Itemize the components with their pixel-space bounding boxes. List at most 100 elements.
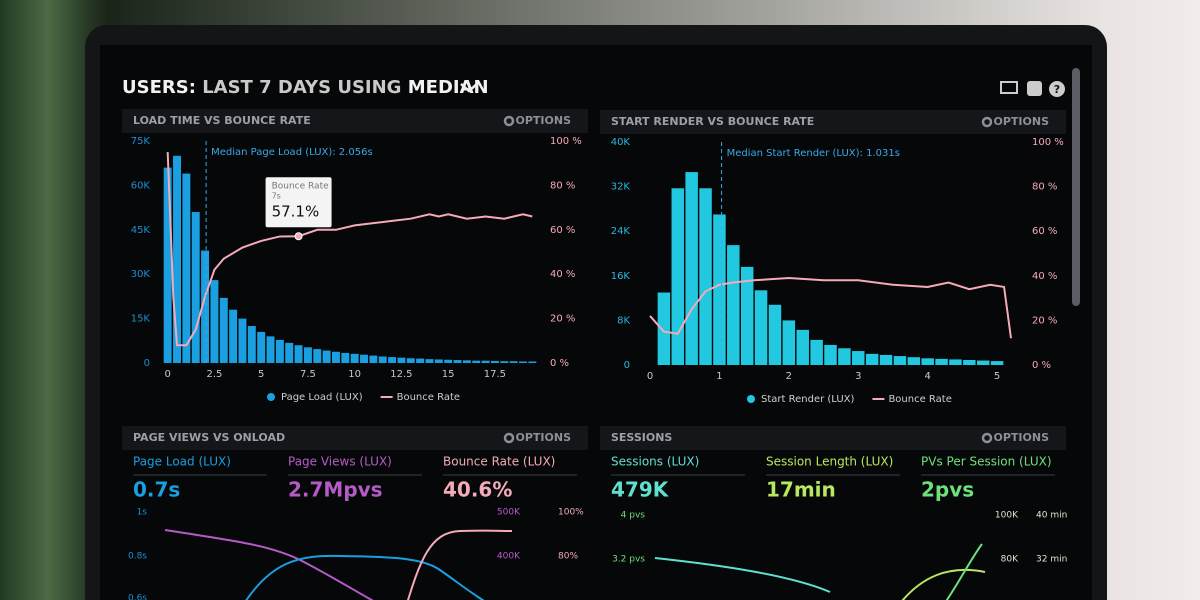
axis-label: 32 min (1036, 555, 1067, 565)
axis-label: 4 pvs (621, 511, 646, 521)
title-using: USING (337, 77, 401, 98)
kpi-value: 17min (766, 478, 836, 502)
bar (425, 359, 434, 363)
bar (247, 326, 256, 363)
bar (949, 359, 962, 365)
panel-header (122, 109, 588, 133)
x-tick-label: 2.5 (206, 369, 222, 380)
axis-label: 80K (1001, 555, 1019, 565)
gear-icon (981, 432, 993, 444)
dropdown-chevron[interactable] (460, 83, 478, 93)
y-tick-label: 60K (131, 180, 151, 191)
gear-icon (503, 115, 515, 127)
tooltip-value: 57.1% (272, 203, 320, 221)
page-title: USERS: LAST 7 DAYS USING MEDIAN (122, 77, 489, 98)
trend-line (945, 543, 983, 600)
bar (294, 345, 303, 363)
bar (935, 358, 948, 365)
x-tick-label: 7.5 (300, 369, 316, 380)
panel-header (122, 426, 588, 450)
bar (782, 320, 796, 365)
chart-icon[interactable] (1027, 81, 1042, 96)
y2-tick-label: 100 % (550, 136, 582, 147)
y-tick-label: 40K (611, 137, 631, 148)
y2-tick-label: 100 % (1032, 137, 1064, 148)
tooltip-x: 7s (272, 192, 281, 201)
bar (322, 350, 331, 363)
toolbar-icons: ? (1000, 81, 1065, 97)
bar (824, 344, 837, 365)
kpi-value: 40.6% (443, 478, 512, 502)
bar (481, 360, 490, 363)
bar (416, 358, 425, 363)
y-tick-label: 75K (131, 136, 151, 147)
gear-icon (981, 116, 993, 128)
trend-line (654, 557, 831, 593)
bar (500, 361, 509, 363)
axis-label: 1s (137, 508, 148, 518)
bar (509, 361, 518, 363)
kpi-value: 2.7Mpvs (288, 478, 383, 502)
bar (406, 358, 415, 363)
y-tick-label: 0 (144, 358, 150, 369)
panel-title: PAGE VIEWS VS ONLOAD (133, 431, 285, 444)
bar (453, 360, 462, 363)
bar (879, 354, 893, 365)
bounce-line (649, 277, 1012, 339)
y-tick-label: 30K (131, 269, 151, 280)
options-button[interactable]: OPTIONS (516, 114, 572, 127)
help-icon[interactable] (1049, 81, 1065, 97)
bar (462, 360, 471, 363)
bar (699, 188, 712, 365)
axis-label: 3.2 pvs (612, 555, 645, 565)
median-label: Median Page Load (LUX): 2.056s (211, 147, 373, 158)
x-tick-label: 10 (348, 369, 361, 380)
x-tick-label: 4 (925, 371, 931, 382)
x-tick-label: 0 (164, 369, 170, 380)
options-button[interactable]: OPTIONS (516, 431, 572, 444)
bar (350, 353, 359, 363)
y-tick-label: 15K (131, 314, 151, 325)
axis-label: 0.6s (128, 594, 147, 600)
legend-label: Start Render (LUX) (761, 394, 855, 405)
bar (341, 352, 350, 363)
bar (963, 359, 976, 365)
kpi-label: Sessions (LUX) (611, 455, 699, 469)
options-button[interactable]: OPTIONS (994, 115, 1050, 128)
y2-tick-label: 60 % (1032, 226, 1057, 237)
bar (163, 167, 172, 363)
bar (838, 348, 851, 365)
bar (332, 351, 340, 363)
y2-tick-label: 40 % (550, 269, 575, 280)
title-range[interactable]: LAST 7 DAYS (202, 77, 331, 98)
legend-label: Bounce Rate (888, 394, 951, 405)
bar (810, 339, 823, 365)
bar (285, 342, 294, 363)
bar (713, 214, 726, 365)
bar (238, 318, 247, 363)
y-tick-label: 16K (611, 271, 631, 282)
axis-label: 100K (995, 511, 1019, 521)
x-tick-label: 12.5 (390, 369, 412, 380)
legend-swatch (267, 393, 275, 401)
x-tick-label: 5 (258, 369, 264, 380)
trend-line (407, 529, 513, 600)
legend-swatch (747, 395, 755, 403)
bar (768, 304, 782, 365)
x-tick-label: 1 (716, 371, 722, 382)
monitor-icon[interactable] (1000, 81, 1018, 94)
x-tick-label: 15 (442, 369, 455, 380)
title-prefix: USERS: (122, 77, 196, 98)
bar (685, 172, 698, 365)
x-tick-label: 0 (647, 371, 653, 382)
bar (219, 297, 228, 363)
scrollbar[interactable] (1072, 68, 1080, 306)
kpi-label: Bounce Rate (LUX) (443, 455, 555, 469)
title-method[interactable]: MEDIAN (408, 77, 489, 98)
kpi-label: Page Views (LUX) (288, 455, 392, 469)
options-button[interactable]: OPTIONS (994, 431, 1050, 444)
bar (266, 336, 275, 363)
axis-label: 500K (497, 508, 521, 518)
y-tick-label: 45K (131, 225, 151, 236)
panel-title: SESSIONS (611, 431, 672, 444)
